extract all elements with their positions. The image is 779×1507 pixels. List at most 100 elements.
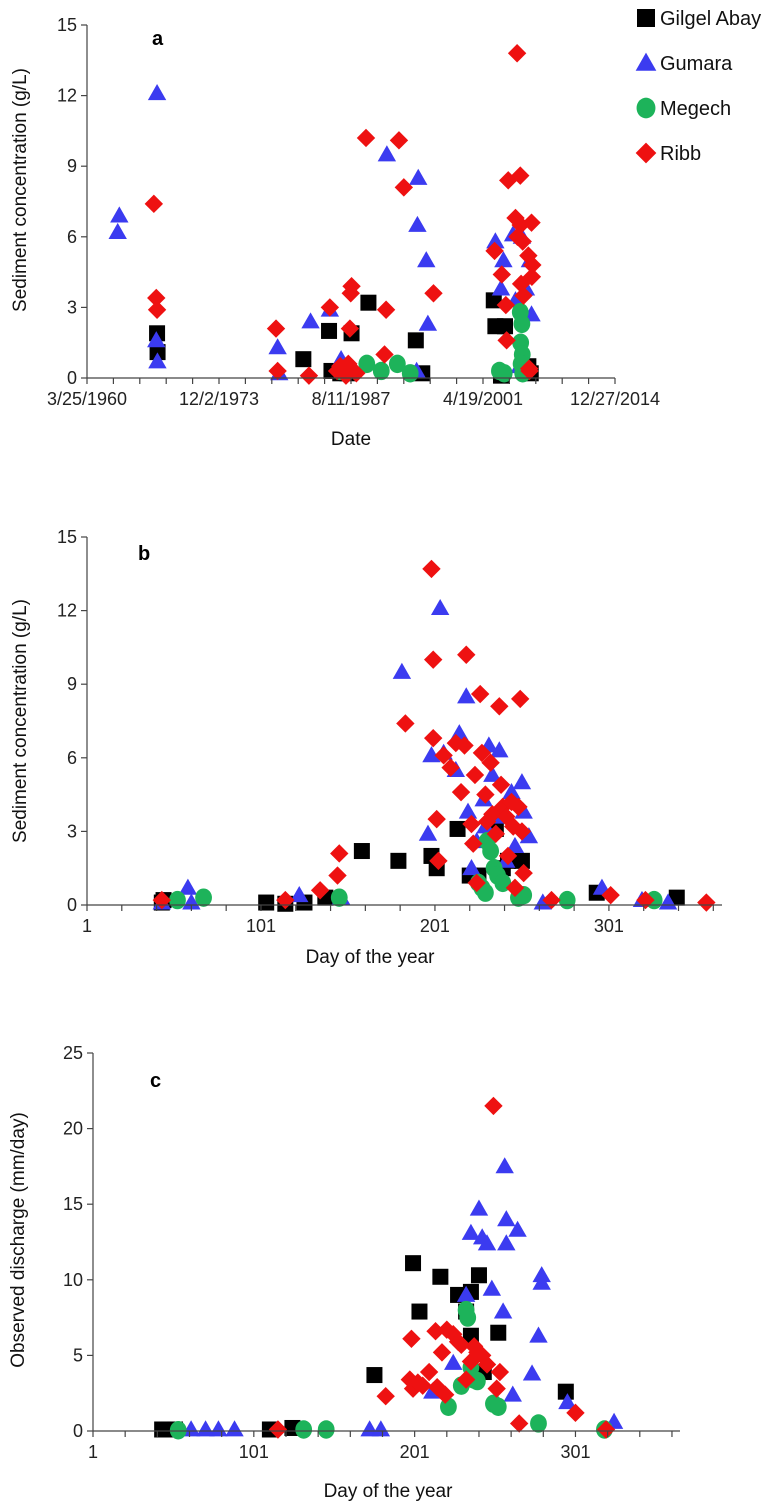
panel-b-point-megech: [476, 883, 494, 902]
panel-c-point-ribb: [413, 1376, 432, 1395]
panel-c-point-gumara: [482, 1279, 502, 1296]
panel-b-point-ribb: [636, 890, 655, 910]
panel-b-point-ribb: [328, 866, 347, 885]
panel-a-point-gilgel-abay: [149, 344, 166, 361]
panel-b-point-ribb: [427, 809, 446, 829]
panel-b-point-ribb: [152, 890, 172, 910]
panel-c-point-gumara: [508, 1220, 527, 1237]
panel-c-point-megech: [317, 1420, 335, 1439]
panel-b-point-gumara: [290, 885, 309, 903]
panel-a-point-ribb: [497, 331, 516, 350]
panel-b-point-ribb: [462, 814, 481, 834]
panel-c-point-ribb: [427, 1377, 447, 1397]
panel-b: 1 101 201 301 0 3 6 9 12 15 b Day of the year Se…: [10, 527, 722, 968]
panel-c-point-ribb: [487, 1379, 506, 1398]
panel-b-point-ribb: [451, 782, 471, 802]
panel-b-point-gumara: [483, 765, 502, 782]
panel-a-point-ribb: [299, 366, 319, 385]
legend-label-gumara: Gumara: [660, 53, 733, 75]
panel-a-point-gilgel-abay: [295, 351, 312, 368]
panel-b-point-ribb: [498, 846, 518, 866]
panel-b-point-ribb: [491, 775, 511, 794]
panel-c-y-tick-label: 25: [63, 1043, 83, 1063]
panel-c-point-gilgel-abay: [557, 1383, 574, 1400]
panel-a-point-gumara: [301, 312, 320, 329]
panel-b-point-ribb: [464, 834, 483, 853]
panel-c-point-gumara: [503, 1385, 522, 1402]
panel-c-x-tick-label: 301: [560, 1442, 590, 1462]
panel-a-point-gumara: [494, 251, 513, 268]
legend-marker-ribb: [635, 142, 657, 164]
panel-b-marks: [152, 559, 716, 912]
legend-marker-gilgel-abay: [637, 9, 655, 27]
panel-a-point-gumara: [417, 251, 436, 268]
panel-c-point-gilgel-abay: [432, 1268, 449, 1285]
panel-a-point-gumara: [148, 352, 167, 369]
panel-a-point-ribb: [147, 300, 167, 319]
legend-marker-megech: [636, 97, 656, 119]
panel-b-point-ribb: [441, 758, 460, 777]
panel-c-point-gumara: [497, 1210, 516, 1227]
panel-a-point-ribb: [389, 131, 409, 150]
panel-c-point-gilgel-abay: [366, 1367, 383, 1384]
panel-c-point-gumara: [444, 1353, 463, 1370]
panel-b-point-gumara: [418, 824, 438, 841]
panel-a-point-ribb: [523, 255, 542, 275]
panel-a-point-ribb: [508, 227, 527, 246]
panel-b-y-tick-label: 12: [57, 601, 77, 621]
panel-c-y-tick-label: 0: [73, 1421, 83, 1441]
panel-c-point-megech: [169, 1421, 187, 1440]
panel-b-y-tick-label: 3: [67, 821, 77, 841]
panel-a-point-gumara: [418, 314, 438, 331]
panel-a-point-ribb: [485, 241, 504, 261]
panel-a-y-ticks: 0 3 6 9 12 15: [57, 15, 87, 388]
panel-a-point-gumara: [110, 206, 129, 223]
panel-a-point-ribb: [320, 298, 340, 317]
panel-b-point-gumara: [519, 827, 539, 844]
panel-a-point-gumara: [486, 232, 505, 249]
panel-a-point-megech: [388, 354, 406, 374]
panel-c-point-megech: [530, 1414, 547, 1433]
panel-a-point-megech: [495, 364, 513, 383]
panel-b-x-ticks: 1 101 201 301: [82, 905, 714, 936]
panel-c-point-ribb: [509, 1414, 529, 1433]
panel-c-point-ribb: [490, 1362, 510, 1382]
panel-b-point-ribb: [697, 893, 716, 912]
panel-a-point-ribb: [394, 178, 414, 197]
panel-a-y-tick-label: 6: [67, 227, 77, 247]
panel-c-point-ribb: [419, 1362, 439, 1382]
panel-b-point-ribb: [457, 645, 476, 664]
panel-c-y-tick-label: 15: [63, 1194, 83, 1214]
panel-a-x-tick-label: 4/19/2001: [443, 389, 523, 409]
panel-c-point-gumara: [225, 1420, 244, 1437]
panel-b-point-ribb: [446, 733, 466, 753]
panel-b-point-ribb: [486, 824, 506, 844]
panel-a-x-axis-label: Date: [331, 429, 371, 450]
panel-b-point-ribb: [434, 746, 453, 765]
panel-b-point-ribb: [429, 851, 448, 871]
panel-b-point-gumara: [505, 836, 525, 854]
panel-a-point-gilgel-abay: [360, 294, 377, 311]
panel-c-label: c: [150, 1070, 161, 1092]
panel-b-x-tick-label: 101: [246, 916, 276, 936]
panel-a-y-tick-label: 9: [67, 156, 77, 176]
panel-a-point-gumara: [408, 215, 427, 232]
panel-a-point-gumara: [491, 279, 511, 296]
panel-a-y-axis-label: Sediment concentration (g/L): [10, 68, 31, 312]
panel-c-point-ribb: [402, 1329, 421, 1348]
panel-a-point-ribb: [496, 295, 516, 315]
panel-c-point-megech: [468, 1371, 486, 1391]
panel-a-point-ribb: [342, 277, 361, 296]
panel-a-point-gilgel-abay: [321, 322, 338, 339]
panel-c-point-gilgel-abay: [490, 1324, 507, 1341]
panel-c-point-ribb: [436, 1385, 455, 1404]
panel-c-point-gumara: [196, 1420, 215, 1437]
panel-b-point-ribb: [497, 807, 516, 826]
panel-c-point-ribb: [452, 1335, 471, 1355]
panel-c-marks: [154, 1096, 624, 1440]
panel-c-point-gumara: [461, 1223, 481, 1240]
panel-a-point-gilgel-abay: [407, 332, 424, 349]
panel-a-point-ribb: [507, 44, 527, 63]
panel-a-marks: [108, 44, 542, 385]
panel-b-point-gumara: [490, 741, 509, 758]
